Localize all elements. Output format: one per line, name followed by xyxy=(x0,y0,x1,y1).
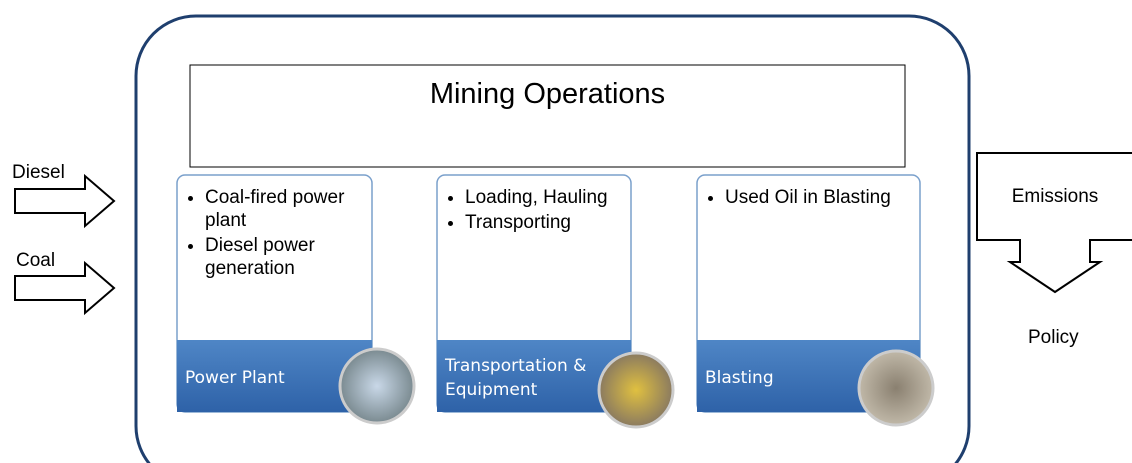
card-2 xyxy=(436,174,675,429)
bullet: Loading, Hauling xyxy=(465,186,639,209)
bullet: Diesel power generation xyxy=(205,234,380,280)
bullet-list: Used Oil in Blasting xyxy=(703,186,928,211)
card-1 xyxy=(176,174,416,425)
photo xyxy=(857,349,935,427)
card-label: Power Plant xyxy=(185,368,285,388)
bullet: Coal-fired power plant xyxy=(205,186,380,232)
card-footer xyxy=(177,340,372,412)
bullet: Transporting xyxy=(465,211,639,234)
output-arrow xyxy=(976,152,1132,294)
card-label: Blasting xyxy=(705,368,774,388)
photo xyxy=(338,347,416,425)
input-arrow xyxy=(14,260,116,316)
output-label: Emissions xyxy=(1011,186,1099,207)
bullet-list: Loading, HaulingTransporting xyxy=(443,186,639,236)
input-label: Coal xyxy=(16,250,56,271)
input-label: Diesel xyxy=(12,162,65,183)
outer-frame xyxy=(134,14,971,463)
photo xyxy=(597,351,675,429)
policy-label: Policy xyxy=(1028,327,1079,348)
bullet: Used Oil in Blasting xyxy=(725,186,928,209)
card-footer xyxy=(437,340,631,412)
card-label: Transportation & Equipment xyxy=(445,356,587,400)
card-3 xyxy=(696,174,935,427)
main-title: Mining Operations xyxy=(429,78,666,110)
input-arrow xyxy=(14,173,116,229)
bullet-list: Coal-fired power plantDiesel power gener… xyxy=(183,186,380,282)
title-box xyxy=(189,64,906,168)
